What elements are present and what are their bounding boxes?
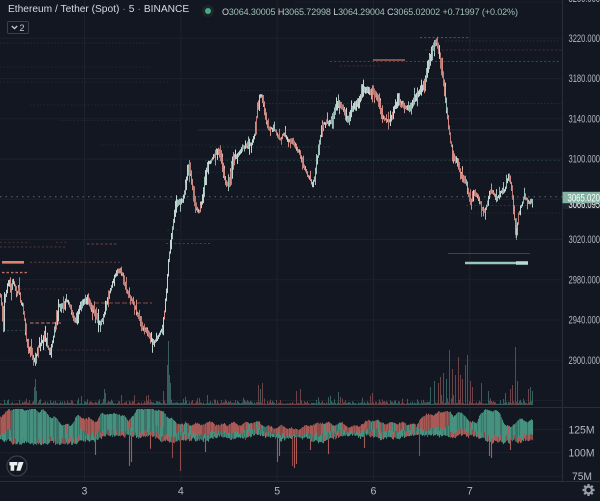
svg-text:3180.000: 3180.000 [569, 73, 600, 85]
svg-text:7: 7 [467, 485, 473, 497]
svg-text:3100.000: 3100.000 [569, 154, 600, 166]
svg-text:3140.000: 3140.000 [569, 113, 600, 125]
svg-text:100M: 100M [569, 448, 595, 460]
svg-text:3: 3 [82, 485, 88, 497]
svg-text:3220.000: 3220.000 [569, 33, 600, 45]
svg-text:6: 6 [371, 485, 377, 497]
svg-text:2980.000: 2980.000 [569, 274, 600, 286]
svg-text:3020.000: 3020.000 [569, 234, 600, 246]
svg-text:3065.020: 3065.020 [568, 193, 600, 205]
svg-text:125M: 125M [569, 424, 595, 436]
svg-text:75M: 75M [572, 471, 592, 483]
svg-text:3260.000: 3260.000 [569, 0, 600, 5]
svg-text:4: 4 [178, 485, 184, 497]
svg-text:2940.000: 2940.000 [569, 315, 600, 327]
svg-text:5: 5 [274, 485, 280, 497]
svg-text:2900.000: 2900.000 [569, 355, 600, 367]
